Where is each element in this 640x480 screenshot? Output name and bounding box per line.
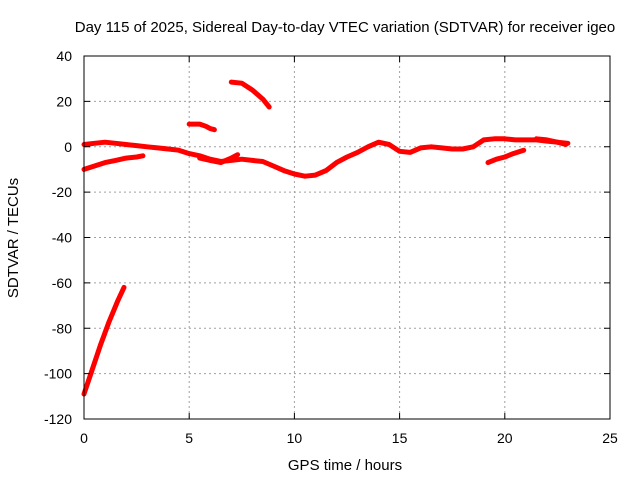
series-layer <box>81 79 571 397</box>
y-tick-label: -20 <box>52 184 72 200</box>
y-tick-label: -100 <box>44 366 72 382</box>
y-tick-label: -40 <box>52 230 72 246</box>
grid <box>84 56 610 419</box>
x-tick-label: 20 <box>497 430 513 446</box>
x-tick-label: 5 <box>185 430 193 446</box>
x-tick-label: 10 <box>287 430 303 446</box>
x-tick-label: 0 <box>80 430 88 446</box>
x-axis-label: GPS time / hours <box>288 457 402 474</box>
series-track-4 <box>186 121 217 133</box>
chart-title: Day 115 of 2025, Sidereal Day-to-day VTE… <box>75 19 616 36</box>
series-track-5 <box>228 79 272 110</box>
series-track-7 <box>485 147 527 166</box>
y-tick-label: 40 <box>56 48 72 64</box>
y-axis-label: SDTVAR / TECUs <box>5 178 22 298</box>
y-tick-label: -80 <box>52 320 72 336</box>
plot-frame <box>83 55 611 420</box>
y-tick-label: -60 <box>52 275 72 291</box>
series-track-2 <box>81 153 146 172</box>
x-axis-ticks: 0 5 10 15 20 25 <box>80 56 618 446</box>
x-tick-label: 15 <box>392 430 408 446</box>
y-tick-label: 20 <box>56 93 72 109</box>
series-track-8 <box>533 136 569 147</box>
series-track-6 <box>197 152 241 166</box>
y-tick-label: 0 <box>64 139 72 155</box>
x-tick-label: 25 <box>602 430 618 446</box>
y-tick-label: -120 <box>44 411 72 427</box>
series-track-3 <box>81 284 127 397</box>
y-axis-ticks: -120 -100 -80 -60 -40 -20 0 20 40 <box>44 48 610 427</box>
series-track-1 <box>81 136 571 179</box>
